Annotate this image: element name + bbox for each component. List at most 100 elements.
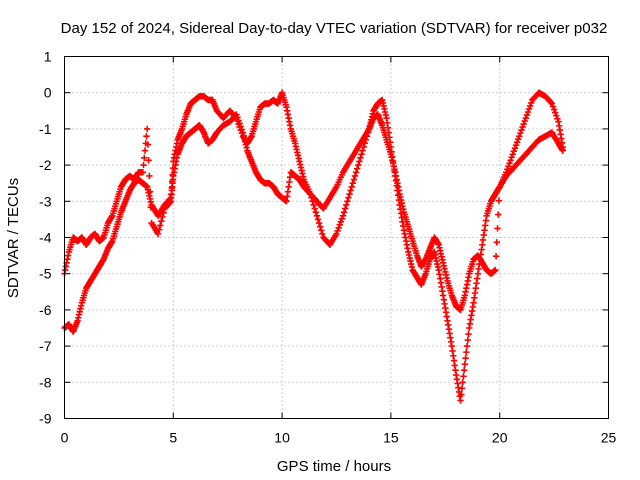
data-point (154, 230, 162, 238)
data-point (141, 154, 148, 162)
data-point (350, 176, 358, 183)
data-point (362, 136, 370, 143)
data-point (507, 157, 514, 164)
data-point (315, 219, 323, 227)
data-point (506, 160, 513, 167)
data-point (147, 204, 155, 211)
data-point (169, 171, 176, 178)
series-track-b (61, 89, 567, 404)
data-point (345, 194, 352, 201)
data-point (348, 183, 355, 191)
data-point (238, 129, 246, 137)
y-tick-label: -1 (39, 121, 52, 137)
data-point (509, 151, 516, 158)
data-point (510, 148, 518, 155)
data-point (553, 112, 560, 119)
data-point (336, 221, 343, 229)
data-point (520, 120, 527, 128)
data-point (518, 126, 525, 134)
y-tick-label: -3 (39, 193, 52, 209)
series-track-a (61, 111, 567, 335)
y-tick-label: -7 (39, 338, 52, 354)
data-point (140, 161, 147, 169)
x-tick-label: 5 (169, 430, 177, 446)
data-point (554, 115, 561, 122)
data-point (139, 169, 147, 176)
data-point (232, 113, 239, 121)
data-point (495, 197, 503, 204)
y-tick-label: -8 (39, 374, 52, 390)
data-point (516, 132, 523, 140)
data-point (457, 397, 464, 404)
data-point (338, 215, 346, 222)
data-marks (61, 89, 567, 404)
data-point (357, 154, 364, 162)
data-point (458, 385, 466, 392)
data-point (316, 223, 324, 230)
data-point (508, 154, 515, 161)
data-point (358, 151, 365, 158)
x-tick-label: 10 (274, 430, 290, 446)
y-tick-label: -6 (39, 302, 52, 318)
x-tick-label: 25 (601, 430, 617, 446)
data-point (312, 208, 320, 216)
data-point (503, 169, 510, 176)
data-point (549, 103, 557, 110)
data-point (143, 132, 150, 140)
y-tick-label: 0 (44, 85, 52, 101)
data-point (364, 129, 372, 136)
data-point (459, 379, 466, 386)
data-point (144, 141, 152, 148)
data-point (146, 172, 153, 180)
data-point (458, 391, 465, 398)
data-point (344, 198, 351, 205)
data-point (523, 111, 531, 119)
data-point (155, 226, 163, 233)
data-point (234, 117, 241, 125)
data-point (168, 191, 175, 198)
data-point (158, 218, 165, 225)
data-point (492, 253, 500, 260)
data-point (313, 212, 321, 219)
data-point (339, 212, 347, 219)
x-tick-label: 20 (492, 430, 508, 446)
data-point (334, 227, 341, 235)
data-point (168, 184, 176, 192)
data-point (363, 132, 371, 140)
data-point (146, 188, 154, 195)
data-point (461, 361, 469, 368)
data-point (343, 201, 350, 209)
data-point (528, 99, 535, 107)
data-point (511, 145, 519, 152)
data-point (464, 336, 471, 344)
data-point (559, 143, 567, 151)
data-point (517, 129, 524, 137)
data-point (526, 102, 534, 110)
data-point (311, 205, 318, 212)
data-point (333, 230, 340, 238)
data-point (157, 222, 164, 229)
y-tick-label: 1 (44, 49, 52, 65)
data-point (460, 367, 468, 374)
data-point (335, 224, 342, 232)
data-point (235, 120, 242, 128)
data-point (169, 164, 177, 172)
data-point (308, 194, 315, 201)
data-point (525, 105, 533, 113)
data-point (159, 213, 166, 221)
y-tick-label: -2 (39, 157, 52, 173)
y-tick-label: -5 (39, 266, 52, 282)
data-point (521, 117, 528, 125)
data-point (492, 266, 499, 274)
data-point (310, 201, 317, 209)
data-point (550, 106, 558, 113)
data-point (359, 147, 366, 154)
data-point (237, 126, 244, 134)
data-point (143, 125, 151, 133)
data-point (141, 147, 149, 154)
data-point (505, 163, 512, 170)
data-point (493, 239, 500, 246)
data-point (495, 211, 502, 218)
x-tick-label: 15 (383, 430, 399, 446)
data-point (356, 158, 363, 165)
